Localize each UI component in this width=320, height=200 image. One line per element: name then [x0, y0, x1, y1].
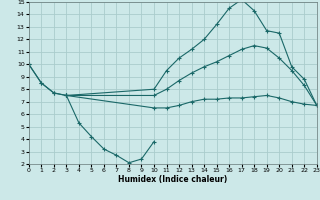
X-axis label: Humidex (Indice chaleur): Humidex (Indice chaleur)	[118, 175, 228, 184]
